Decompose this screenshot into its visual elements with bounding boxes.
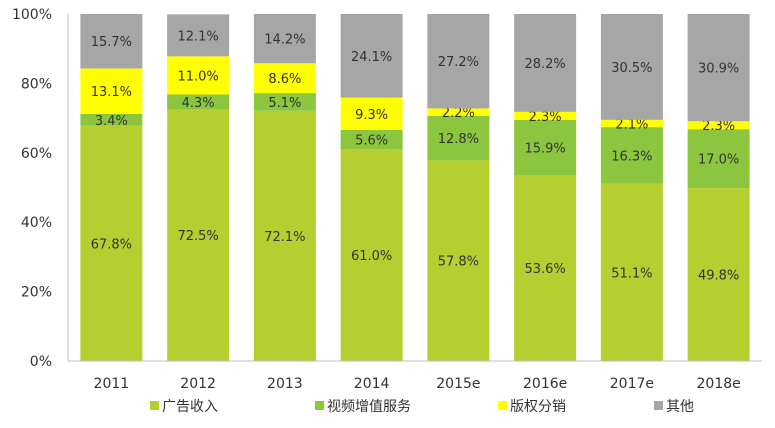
bar-segment: [687, 121, 750, 130]
data-label: 13.1%: [91, 85, 132, 100]
data-label: 24.1%: [351, 50, 392, 65]
bar-segment: [687, 188, 750, 361]
bar-segment: [340, 14, 403, 98]
bar-segment: [427, 116, 490, 161]
bar-segment: [600, 14, 663, 120]
y-axis: 0% 20% 40% 60% 80% 100%: [12, 7, 69, 370]
data-label: 49.8%: [698, 269, 739, 284]
bar-segment: [167, 56, 230, 95]
data-label: 72.1%: [264, 230, 305, 245]
data-label: 12.8%: [438, 132, 479, 147]
bar-segment: [167, 109, 230, 361]
bar-segment: [514, 175, 577, 361]
data-label: 11.0%: [177, 69, 218, 84]
data-label: 9.3%: [355, 108, 388, 123]
legend-swatch: [315, 401, 324, 410]
data-label: 16.3%: [611, 149, 652, 164]
bar-segment: [253, 93, 316, 111]
data-label: 27.2%: [438, 55, 479, 70]
data-label: 15.7%: [91, 35, 132, 50]
bar-segment: [340, 149, 403, 361]
data-label: 51.1%: [611, 266, 652, 281]
y-tick-label: 60%: [21, 146, 52, 162]
x-tick-label: 2013: [267, 376, 303, 392]
x-tick-label: 2011: [94, 376, 130, 392]
bar-segment: [80, 125, 143, 361]
bar-segment: [340, 129, 403, 150]
data-label: 3.4%: [95, 114, 128, 129]
bar-segment: [427, 14, 490, 109]
data-label: 4.3%: [182, 96, 215, 111]
legend-swatch: [150, 401, 159, 410]
data-label: 12.1%: [177, 29, 218, 44]
x-tick-label: 2014: [354, 376, 390, 392]
y-tick-label: 100%: [12, 7, 52, 23]
legend-label: 广告收入: [162, 399, 218, 415]
bar-segment: [514, 111, 577, 120]
x-tick-label: 2012: [180, 376, 216, 392]
x-tick-label: 2015e: [436, 376, 480, 392]
data-label: 15.9%: [524, 141, 565, 156]
y-tick-label: 20%: [21, 285, 52, 301]
data-label: 53.6%: [524, 262, 565, 277]
bar-segment: [687, 14, 750, 122]
data-label: 72.5%: [177, 229, 218, 244]
data-label: 67.8%: [91, 237, 132, 252]
data-label: 61.0%: [351, 249, 392, 264]
data-label: 2.1%: [615, 117, 648, 132]
bar-segment: [167, 94, 230, 110]
bar-segment: [80, 68, 143, 114]
legend-label: 其他: [666, 399, 694, 415]
legend: 广告收入 视频增值服务 版权分销 其他: [150, 399, 694, 415]
bar-segment: [600, 127, 663, 184]
bar-segment: [253, 14, 316, 64]
data-label: 30.5%: [611, 61, 652, 76]
bar-segment: [600, 119, 663, 128]
legend-swatch: [654, 401, 663, 410]
bar-segment: [253, 110, 316, 361]
bar-segment: [514, 119, 577, 176]
x-tick-label: 2018e: [697, 376, 741, 392]
data-label: 2.2%: [442, 106, 475, 121]
bar-segment: [253, 63, 316, 94]
data-label: 14.2%: [264, 33, 305, 48]
bars: 67.8% 3.4% 13.1% 15.7% 72.5% 4.3% 11.0% 12.1% 72…: [80, 14, 750, 361]
bar-segment: [80, 113, 143, 126]
bar-segment: [427, 108, 490, 117]
legend-label: 视频增值服务: [327, 399, 411, 415]
data-label: 2.3%: [529, 110, 562, 125]
bar-segment: [80, 14, 143, 69]
bar-segment: [687, 129, 750, 189]
legend-label: 版权分销: [510, 399, 566, 415]
bar-segment: [600, 183, 663, 361]
data-label: 17.0%: [698, 153, 739, 168]
x-axis: 2011 2012 2013 2014 2015e 2016e 2017e 2018e: [68, 360, 762, 392]
x-tick-label: 2017e: [610, 376, 654, 392]
legend-swatch: [498, 401, 507, 410]
y-tick-label: 80%: [21, 76, 52, 92]
bar-segment: [427, 160, 490, 361]
bar-segment: [340, 97, 403, 130]
bar-segment: [167, 14, 230, 57]
y-tick-label: 0%: [30, 354, 52, 370]
data-label: 5.1%: [268, 96, 301, 111]
data-label: 5.6%: [355, 134, 388, 149]
data-label: 30.9%: [698, 62, 739, 77]
data-label: 28.2%: [524, 57, 565, 72]
bar-segment: [514, 14, 577, 112]
y-tick-label: 40%: [21, 215, 52, 231]
data-label: 57.8%: [438, 255, 479, 270]
data-label: 8.6%: [268, 72, 301, 87]
data-label: 2.3%: [702, 119, 735, 134]
x-tick-label: 2016e: [523, 376, 567, 392]
